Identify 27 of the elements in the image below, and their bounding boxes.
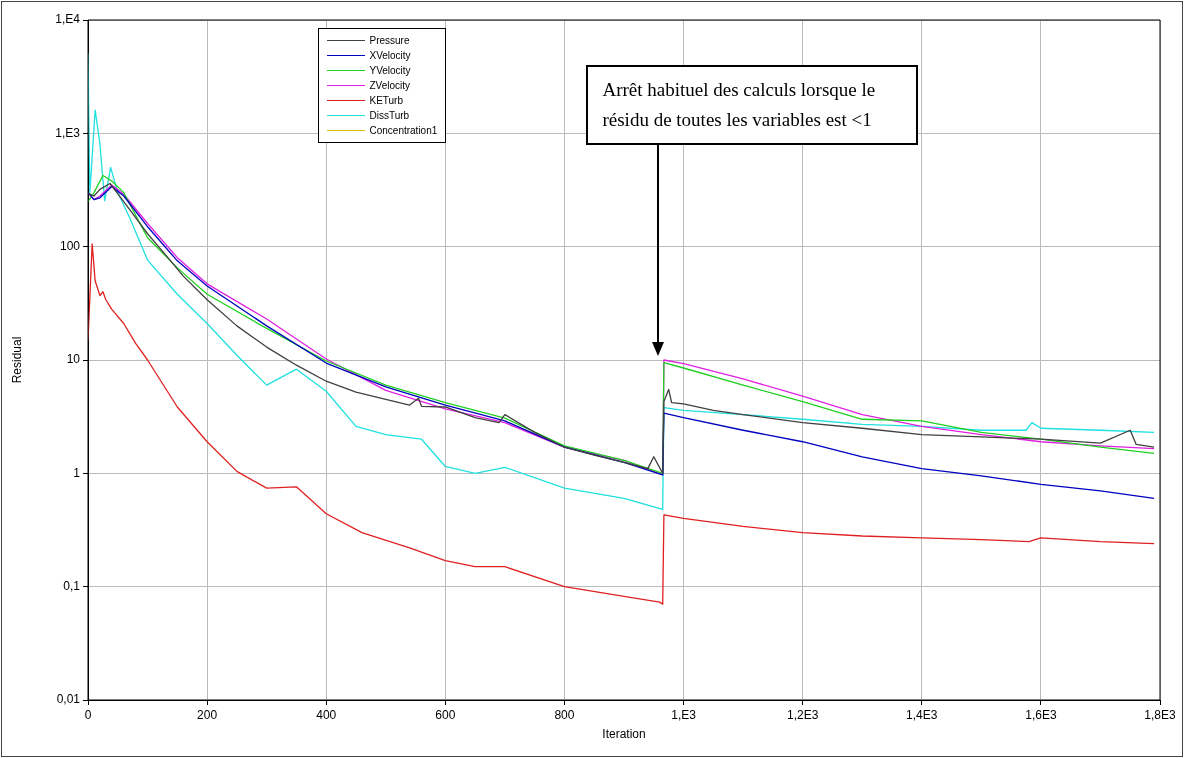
legend-label: Pressure <box>369 34 410 48</box>
callout-box: Arrêt habituel des calculs lorsque le résidu de toutes les variables est <1 <box>586 65 919 145</box>
x-tick-label: 1,2E3 <box>786 707 819 722</box>
x-tick-label: 0 <box>84 707 92 722</box>
y-tick-label: 0,01 <box>56 692 81 707</box>
legend-label: DissTurb <box>369 109 410 123</box>
y-tick-label: 1,E4 <box>55 12 81 27</box>
x-tick-label: 200 <box>197 707 218 722</box>
y-tick-label: 1,E3 <box>55 125 81 140</box>
legend-label: YVelocity <box>369 64 411 78</box>
x-axis-title: Iteration <box>602 727 646 742</box>
legend-label: ZVelocity <box>369 79 411 93</box>
x-tick-label: 1,6E3 <box>1025 707 1057 722</box>
y-axis-title: Residual <box>9 336 24 384</box>
x-tick-label: 1,E3 <box>671 707 697 722</box>
legend-label: Concentration1 <box>369 124 438 138</box>
x-tick-label: 1,4E3 <box>906 707 938 722</box>
x-tick-label: 400 <box>316 707 337 722</box>
y-tick-label: 1 <box>73 465 81 480</box>
x-tick-label: 1,8E3 <box>1144 707 1177 722</box>
y-tick-label: 100 <box>59 238 81 253</box>
y-tick-label: 10 <box>66 352 81 367</box>
x-tick-label: 600 <box>435 707 456 722</box>
legend-label: KETurb <box>369 94 403 108</box>
x-tick-label: 800 <box>554 707 575 722</box>
y-tick-label: 0,1 <box>63 578 81 593</box>
legend-label: XVelocity <box>369 49 411 63</box>
